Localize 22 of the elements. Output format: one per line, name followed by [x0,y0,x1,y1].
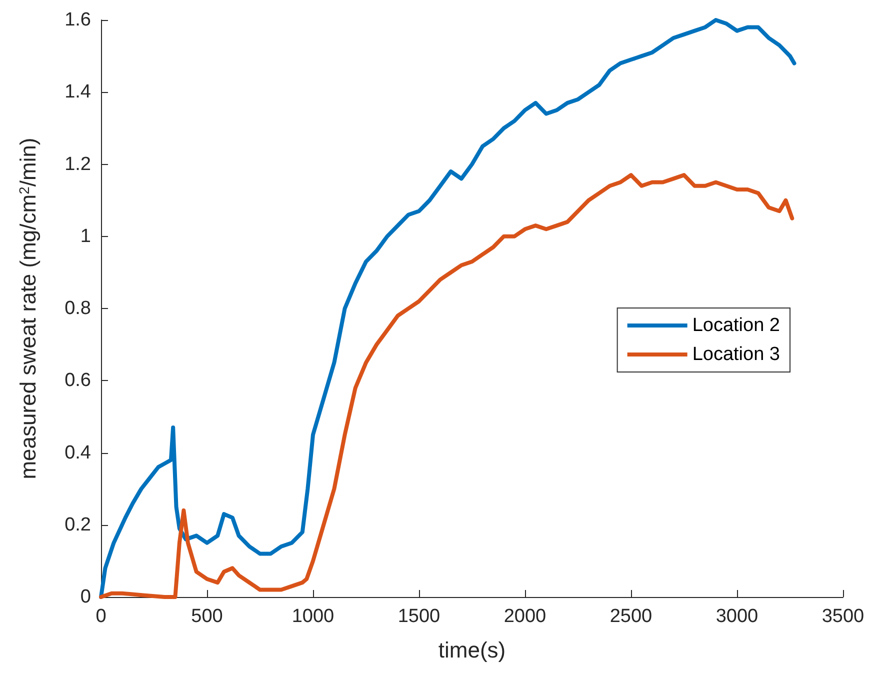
legend-label: Location 2 [692,315,780,336]
y-tick-label: 1.2 [64,154,91,175]
y-tick-label: 1.6 [64,10,91,30]
x-tick-label: 1500 [398,606,440,627]
y-tick-label: 0.4 [64,442,92,464]
x-tick-label: 500 [191,606,223,627]
x-tick-label: 2500 [610,606,652,627]
x-tick-label: 2000 [504,606,546,627]
line-series [99,173,794,599]
x-tick-label: 3500 [822,606,864,627]
y-tick-label: 1.4 [64,82,92,103]
x-tick-label: 1000 [292,606,334,627]
y-tick-label: 0.2 [64,514,91,536]
legend-label: Location 3 [692,344,780,365]
x-tick-label: 3000 [716,606,758,627]
y-axis-title: measured sweat rate (mg/cm2/min) [16,138,40,480]
y-tick-label: 0 [80,586,91,608]
x-tick-label: 0 [96,606,106,627]
y-tick-label: 0.6 [64,370,91,392]
x-axis-title: time(s) [438,638,506,662]
y-tick-label: 1 [80,226,91,247]
y-tick-label: 0.8 [64,298,91,319]
